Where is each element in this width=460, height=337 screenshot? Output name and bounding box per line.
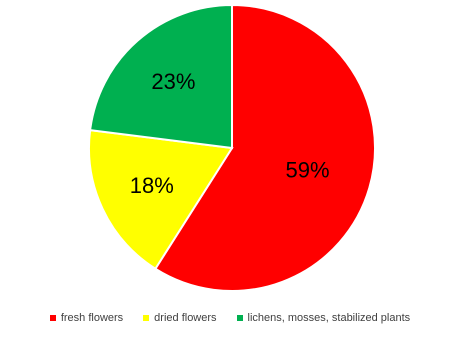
pie-slices	[88, 3, 376, 292]
pie-slice-lichens-mosses	[89, 3, 233, 150]
data-label-lichens-mosses: 23%	[151, 69, 195, 94]
legend-label-fresh-flowers: fresh flowers	[60, 312, 124, 324]
legend-swatch-dried-flowers	[143, 315, 150, 321]
pie-slice-dried-flowers	[88, 128, 234, 271]
legend-swatch-fresh-flowers	[49, 315, 56, 321]
pie-slice-fresh-flowers	[153, 3, 376, 292]
legend-item-lichens-mosses: lichens, mosses, stabilized plants	[236, 312, 411, 324]
pie-data-labels: 59% 18% 23%	[130, 69, 330, 198]
legend-item-fresh-flowers: fresh flowers	[49, 312, 124, 324]
legend-label-lichens-mosses: lichens, mosses, stabilized plants	[247, 312, 411, 324]
pie-chart: 59% 18% 23%	[88, 3, 376, 292]
data-label-fresh-flowers: 59%	[285, 157, 329, 182]
legend-item-dried-flowers: dried flowers	[143, 312, 217, 324]
legend: fresh flowers dried flowers lichens, mos…	[0, 312, 460, 324]
data-label-dried-flowers: 18%	[130, 173, 174, 198]
legend-label-dried-flowers: dried flowers	[154, 312, 217, 324]
legend-swatch-lichens-mosses	[236, 315, 243, 321]
